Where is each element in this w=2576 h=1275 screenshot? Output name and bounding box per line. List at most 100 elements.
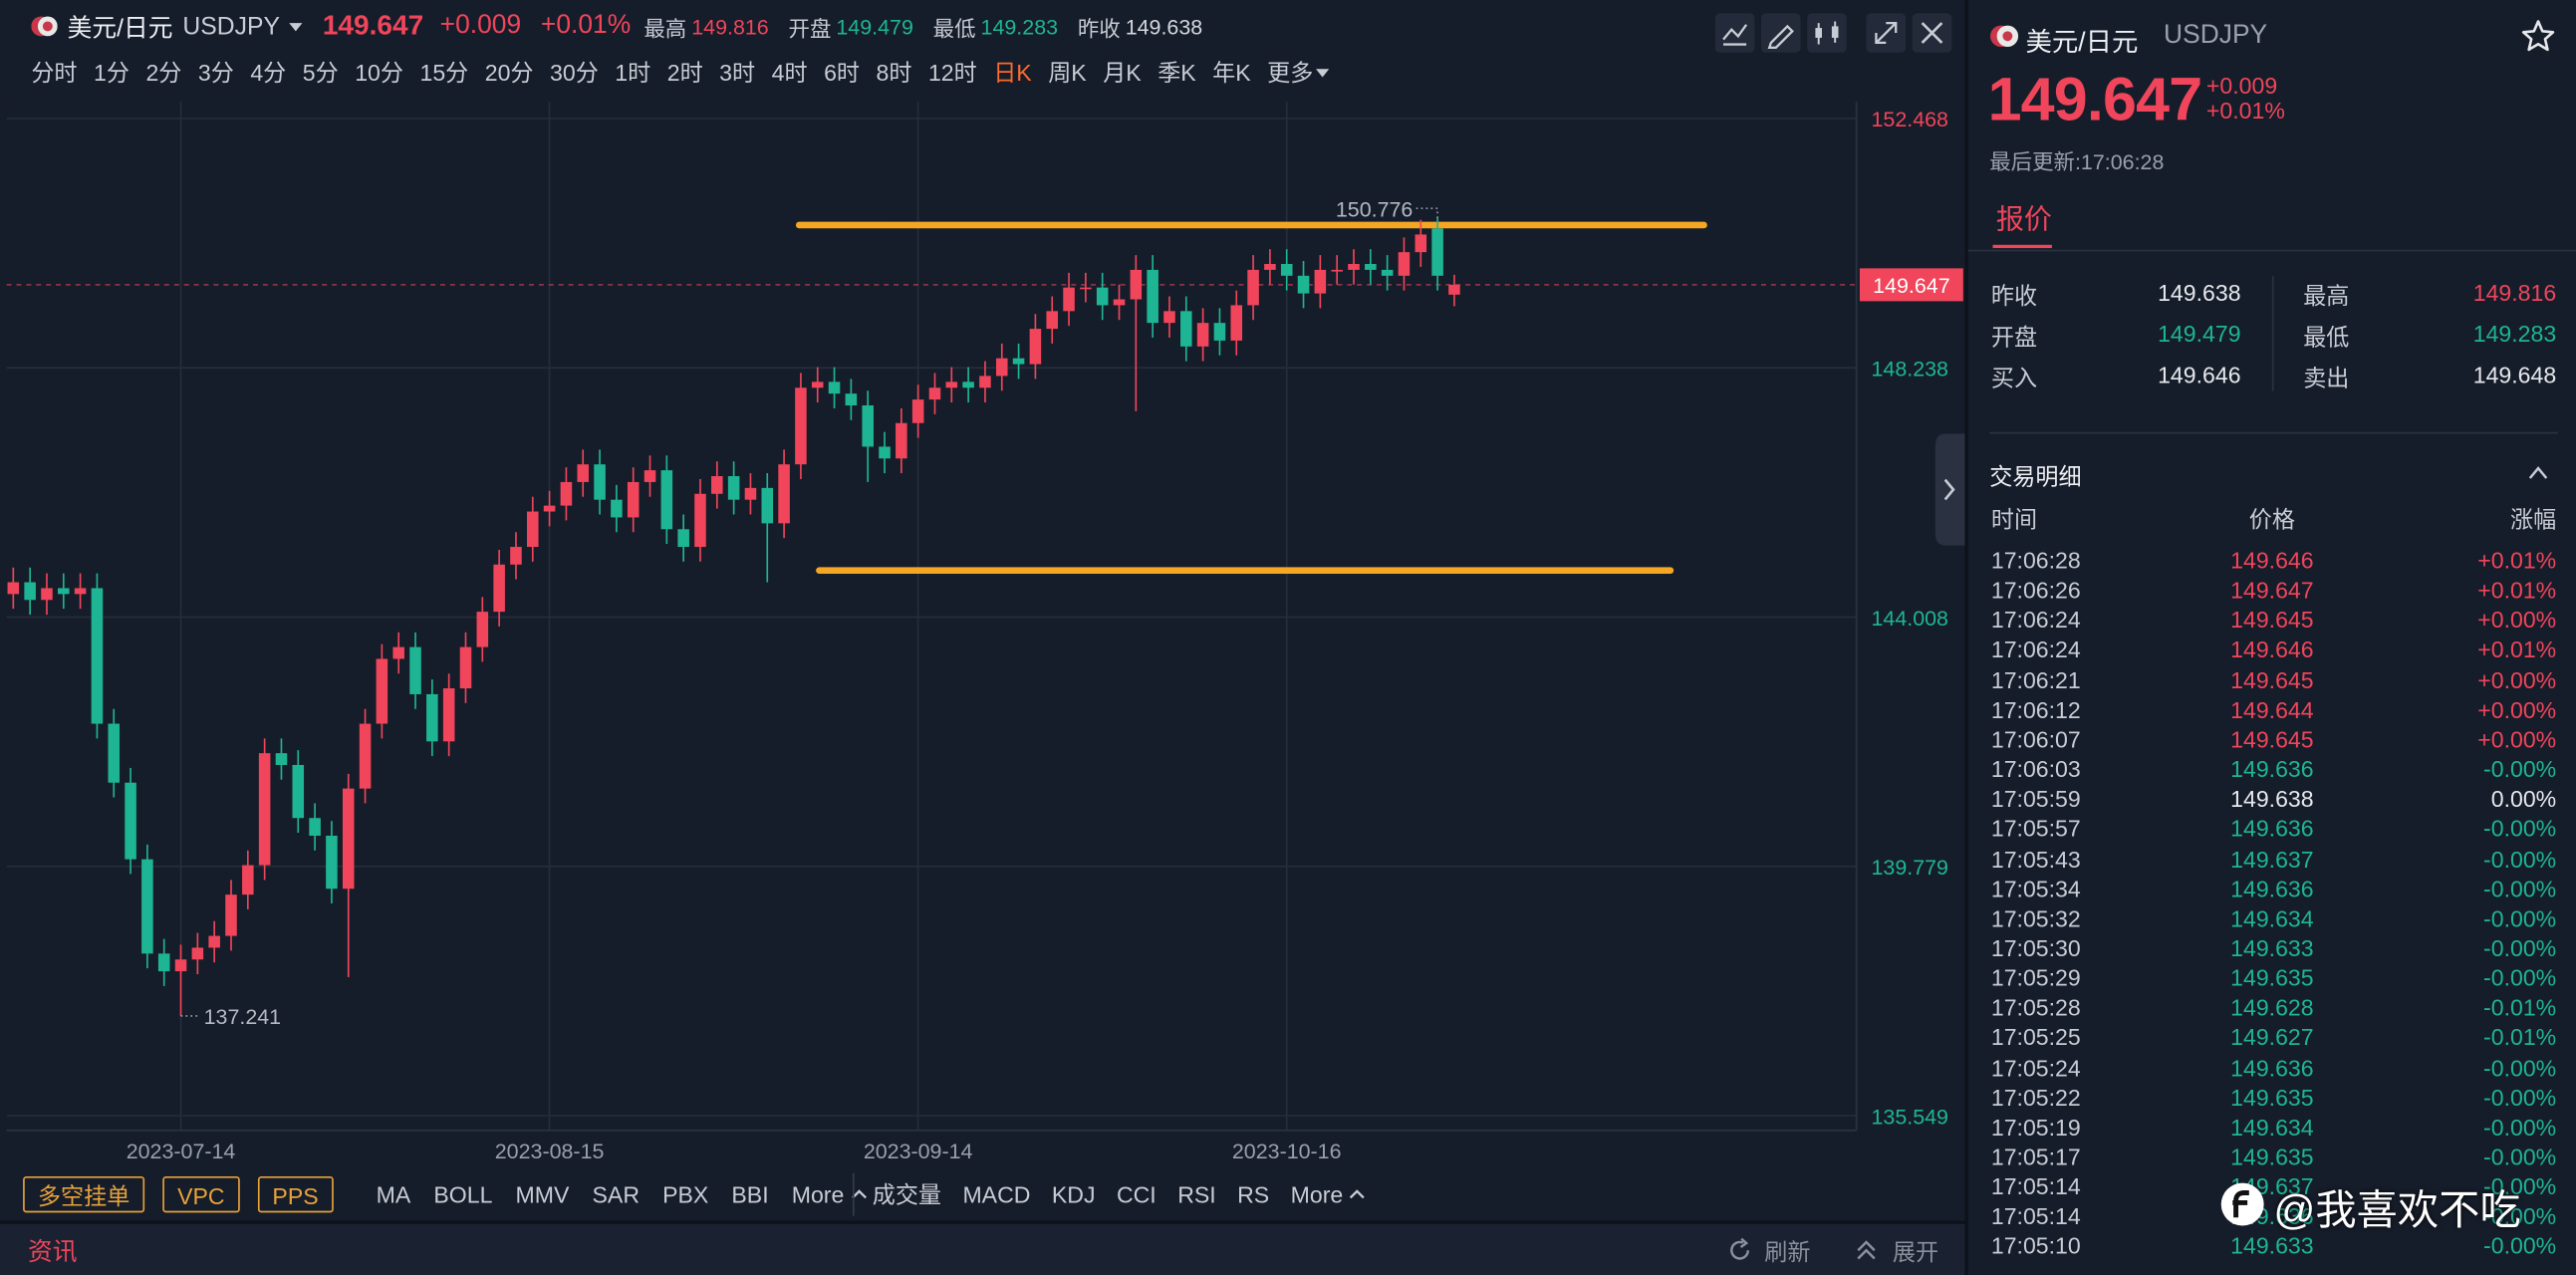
flag-icon — [31, 16, 58, 37]
indicator-item[interactable]: MMV — [515, 1180, 570, 1208]
period-button[interactable]: 8时 — [876, 59, 912, 86]
candle-body — [1264, 263, 1276, 270]
dropdown-caret[interactable] — [289, 20, 304, 33]
candle-body — [711, 476, 723, 494]
indicator-toggle[interactable]: VPC — [162, 1176, 240, 1213]
side-collapse-handle[interactable] — [1932, 433, 1965, 546]
period-button[interactable]: 5分 — [302, 59, 339, 86]
indicator-item[interactable]: MACD — [962, 1180, 1031, 1208]
trade-price: 149.636 — [2230, 875, 2314, 901]
trade-list: 时间 价格 涨幅 17:06:28 149.646 +0.01% 17:06:26 149.6… — [1968, 499, 2576, 1275]
trade-time: 17:05:59 — [1990, 785, 2081, 813]
quote-price: 149.647 — [1987, 65, 2203, 133]
refresh-icon[interactable] — [1726, 1237, 1752, 1263]
quote-tab[interactable]: 报价 — [1995, 203, 2052, 235]
trade-price: 149.636 — [2230, 815, 2314, 843]
indicator-item[interactable]: CCI — [1116, 1180, 1157, 1208]
trade-time: 17:05:14 — [1990, 1202, 2081, 1230]
symbol-code[interactable]: USDJPY — [182, 12, 280, 41]
indicator-toggle[interactable]: PPS — [257, 1176, 334, 1213]
period-button[interactable]: 日K — [993, 59, 1032, 86]
trade-price: 149.645 — [2230, 607, 2314, 634]
trade-price: 149.646 — [2230, 637, 2314, 663]
period-button[interactable]: 季K — [1158, 59, 1196, 86]
candle-body — [1348, 263, 1360, 270]
period-button[interactable]: 2分 — [145, 59, 182, 86]
trade-change: -0.00% — [2483, 1084, 2557, 1111]
period-button[interactable]: 2时 — [666, 59, 703, 86]
header-change-pct: +0.01% — [540, 11, 632, 40]
indicator-item[interactable]: 成交量 — [872, 1180, 942, 1208]
candle-body — [1046, 311, 1058, 330]
period-button[interactable]: 4时 — [771, 59, 808, 86]
more-button[interactable]: More — [791, 1180, 845, 1208]
trade-price: 149.633 — [2230, 934, 2314, 961]
indicator-item[interactable]: RSI — [1177, 1180, 1216, 1208]
period-button[interactable]: 10分 — [355, 59, 403, 86]
period-button[interactable]: 周K — [1048, 59, 1087, 86]
tool-chart-type[interactable] — [1807, 13, 1847, 53]
column-header: 价格 — [2248, 506, 2295, 533]
candle-body — [1147, 269, 1159, 324]
period-button[interactable]: 4分 — [250, 59, 287, 86]
trade-price: 149.646 — [2230, 547, 2314, 574]
more-button[interactable]: More — [1290, 1180, 1344, 1208]
indicator-item[interactable]: BBI — [731, 1180, 769, 1208]
period-button[interactable]: 15分 — [419, 59, 469, 86]
quote-code: USDJPY — [2164, 21, 2268, 50]
period-button[interactable]: 1时 — [615, 59, 651, 86]
candle-body — [1029, 329, 1042, 365]
period-button[interactable]: 3时 — [719, 59, 756, 86]
candle-body — [459, 646, 472, 689]
trade-price: 149.645 — [2230, 725, 2314, 753]
period-button[interactable]: 12时 — [927, 59, 977, 86]
indicator-toggle[interactable]: 多空挂单 — [23, 1176, 145, 1213]
trade-change: -0.00% — [2483, 815, 2557, 843]
trade-price: 149.638 — [2230, 785, 2314, 813]
indicator-item[interactable]: RS — [1237, 1180, 1270, 1208]
period-button[interactable]: 30分 — [550, 59, 599, 86]
expand-icon[interactable] — [1855, 1239, 1878, 1262]
period-button[interactable]: 更多 — [1267, 59, 1314, 86]
refresh-button[interactable]: 刷新 — [1764, 1238, 1811, 1266]
candle-body — [928, 387, 941, 400]
period-button[interactable]: 分时 — [31, 59, 78, 86]
indicator-item[interactable]: BOLL — [433, 1180, 493, 1208]
indicator-item[interactable]: MA — [376, 1180, 411, 1208]
expand-button[interactable]: 展开 — [1892, 1238, 1939, 1266]
column-header: 时间 — [1990, 506, 2038, 533]
trade-price: 149.636 — [2230, 755, 2314, 783]
last-price-tag — [1859, 268, 1963, 302]
candle-body — [543, 505, 556, 512]
quote-value: 149.479 — [2158, 320, 2241, 348]
news-tab[interactable]: 资讯 — [28, 1238, 78, 1267]
trade-price: 149.635 — [2230, 1144, 2314, 1170]
collapse-chevron[interactable] — [2527, 463, 2550, 483]
candle-body — [7, 582, 20, 595]
quote-change-pct: +0.01% — [2205, 97, 2285, 124]
dropdown-caret[interactable] — [1315, 64, 1331, 80]
period-button[interactable]: 年K — [1212, 59, 1251, 86]
indicator-item[interactable]: SAR — [592, 1180, 641, 1208]
quote-name: 美元/日元 — [2025, 29, 2139, 58]
period-button[interactable]: 3分 — [197, 59, 234, 86]
candle-body — [594, 464, 606, 500]
chevron-up[interactable] — [1348, 1186, 1364, 1202]
candle-body — [191, 947, 204, 960]
candle-body — [141, 859, 153, 954]
period-button[interactable]: 月K — [1103, 59, 1142, 86]
candle-body — [527, 511, 539, 548]
favorite-star[interactable] — [2520, 18, 2556, 54]
period-button[interactable]: 6时 — [824, 59, 861, 86]
indicator-item[interactable]: PBX — [662, 1180, 709, 1208]
indicator-item[interactable]: KDJ — [1051, 1180, 1096, 1208]
period-button[interactable]: 20分 — [484, 59, 534, 86]
period-button[interactable]: 1分 — [94, 59, 129, 86]
chevron-up[interactable] — [851, 1186, 867, 1202]
period-bar: 分时 1分 2分 3分 4分 5分 10分 15分 20分 30分 1时 2时 3时 4时 6时 8时 12时日… — [31, 56, 1331, 89]
trade-time: 17:06:28 — [1990, 547, 2081, 574]
trade-time: 17:05:24 — [1990, 1054, 2081, 1081]
candle-body — [493, 564, 505, 613]
y-tick-label: 135.549 — [1871, 1105, 1947, 1129]
